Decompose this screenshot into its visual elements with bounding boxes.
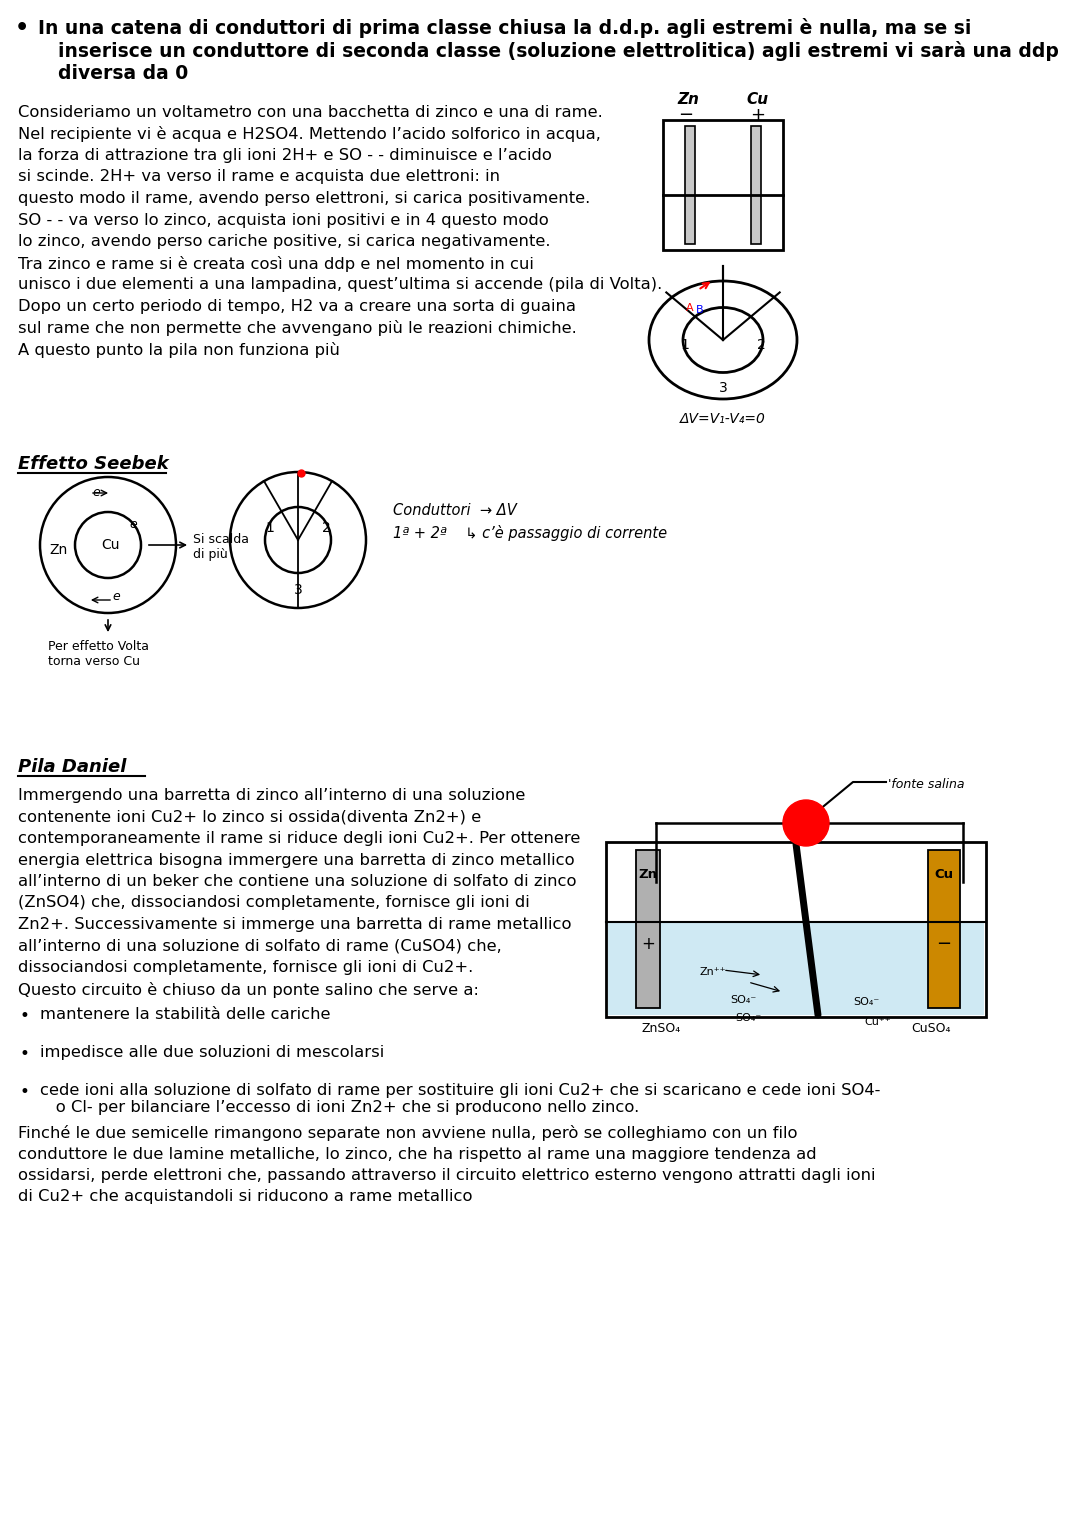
Text: Nel recipiente vi è acqua e H2SO4. Mettendo l’acido solforico in acqua,: Nel recipiente vi è acqua e H2SO4. Mette… — [18, 127, 600, 142]
Text: A: A — [686, 302, 693, 313]
Text: Consideriamo un voltametro con una bacchetta di zinco e una di rame.: Consideriamo un voltametro con una bacch… — [18, 105, 603, 121]
Text: si scinde. 2H+ va verso il rame e acquista due elettroni: in: si scinde. 2H+ va verso il rame e acquis… — [18, 169, 500, 185]
Text: contenente ioni Cu2+ lo zinco si ossida(diventa Zn2+) e: contenente ioni Cu2+ lo zinco si ossida(… — [18, 809, 482, 825]
Text: contemporaneamente il rame si riduce degli ioni Cu2+. Per ottenere: contemporaneamente il rame si riduce deg… — [18, 831, 580, 846]
Bar — [685, 127, 696, 244]
Text: •: • — [21, 1044, 30, 1063]
Text: cede ioni alla soluzione di solfato di rame per sostituire gli ioni Cu2+ che si : cede ioni alla soluzione di solfato di r… — [40, 1083, 880, 1115]
Text: Dopo un certo periodo di tempo, H2 va a creare una sorta di guaina: Dopo un certo periodo di tempo, H2 va a … — [18, 298, 576, 313]
Text: questo modo il rame, avendo perso elettroni, si carica positivamente.: questo modo il rame, avendo perso elettr… — [18, 191, 591, 206]
Text: la forza di attrazione tra gli ioni 2H+ e SO - - diminuisce e l’acido: la forza di attrazione tra gli ioni 2H+ … — [18, 148, 552, 163]
Text: +: + — [751, 105, 766, 124]
Text: inserisce un conduttore di seconda classe (soluzione elettrolitica) agli estremi: inserisce un conduttore di seconda class… — [58, 41, 1058, 61]
Text: ZnSO₄: ZnSO₄ — [642, 1022, 680, 1035]
Text: Tra zinco e rame si è creata così una ddp e nel momento in cui: Tra zinco e rame si è creata così una dd… — [18, 255, 534, 272]
Bar — [608, 922, 984, 1015]
Text: −: − — [936, 935, 951, 953]
Text: 1ª + 2ª    ↳ c’è passaggio di corrente: 1ª + 2ª ↳ c’è passaggio di corrente — [393, 525, 667, 541]
Text: Immergendo una barretta di zinco all’interno di una soluzione: Immergendo una barretta di zinco all’int… — [18, 788, 525, 803]
Text: 1: 1 — [680, 337, 689, 353]
Text: conduttore le due lamine metalliche, lo zinco, che ha rispetto al rame una maggi: conduttore le due lamine metalliche, lo … — [18, 1147, 816, 1162]
Text: Pila Daniel: Pila Daniel — [18, 757, 126, 776]
Text: 3: 3 — [718, 382, 727, 395]
Text: 'fonte salina: 'fonte salina — [888, 777, 964, 791]
Text: 2: 2 — [757, 337, 766, 353]
Text: e: e — [130, 519, 137, 531]
Text: diversa da 0: diversa da 0 — [58, 64, 188, 82]
Bar — [663, 121, 783, 250]
Text: sul rame che non permette che avvengano più le reazioni chimiche.: sul rame che non permette che avvengano … — [18, 321, 577, 336]
Text: 1: 1 — [266, 521, 274, 534]
Text: lo zinco, avendo perso cariche positive, si carica negativamente.: lo zinco, avendo perso cariche positive,… — [18, 234, 551, 249]
Text: CuSO₄: CuSO₄ — [912, 1022, 950, 1035]
Text: −: − — [678, 105, 693, 124]
Text: Finché le due semicelle rimangono separate non avviene nulla, però se colleghiam: Finché le due semicelle rimangono separa… — [18, 1125, 797, 1141]
Text: mantenere la stabilità delle cariche: mantenere la stabilità delle cariche — [40, 1006, 330, 1022]
Text: all’interno di una soluzione di solfato di rame (CuSO4) che,: all’interno di una soluzione di solfato … — [18, 939, 502, 953]
Text: energia elettrica bisogna immergere una barretta di zinco metallico: energia elettrica bisogna immergere una … — [18, 852, 575, 867]
Text: Conduttori  → ΔV: Conduttori → ΔV — [393, 502, 516, 518]
Text: •: • — [21, 1006, 30, 1025]
Text: unisco i due elementi a una lampadina, quest’ultima si accende (pila di Volta).: unisco i due elementi a una lampadina, q… — [18, 276, 662, 292]
Text: Zn2+. Successivamente si immerge una barretta di rame metallico: Zn2+. Successivamente si immerge una bar… — [18, 918, 571, 931]
Text: In una catena di conduttori di prima classe chiusa la d.d.p. agli estremi è null: In una catena di conduttori di prima cla… — [38, 18, 971, 38]
Text: Cu: Cu — [747, 92, 769, 107]
Text: B: B — [697, 305, 704, 315]
Text: (ZnSO4) che, dissociandosi completamente, fornisce gli ioni di: (ZnSO4) che, dissociandosi completamente… — [18, 895, 530, 910]
Text: SO₄⁻: SO₄⁻ — [730, 996, 756, 1005]
Text: 2: 2 — [322, 521, 330, 534]
Text: impedisce alle due soluzioni di mescolarsi: impedisce alle due soluzioni di mescolar… — [40, 1044, 384, 1060]
Text: Zn: Zn — [49, 544, 67, 557]
Text: SO₄⁻: SO₄⁻ — [853, 997, 879, 1006]
Text: •: • — [21, 1083, 30, 1101]
Bar — [751, 127, 761, 244]
Text: Cu⁺⁺: Cu⁺⁺ — [865, 1017, 891, 1028]
Text: di Cu2+ che acquistandoli si riducono a rame metallico: di Cu2+ che acquistandoli si riducono a … — [18, 1190, 473, 1205]
Text: Per effetto Volta
torna verso Cu: Per effetto Volta torna verso Cu — [48, 640, 149, 667]
Text: ossidarsi, perde elettroni che, passando attraverso il circuito elettrico estern: ossidarsi, perde elettroni che, passando… — [18, 1168, 876, 1183]
Text: Si scalda
di più: Si scalda di più — [193, 533, 249, 560]
Text: e: e — [112, 591, 120, 603]
Text: ΔV=V₁-V₄=0: ΔV=V₁-V₄=0 — [680, 412, 766, 426]
Text: e: e — [92, 487, 99, 499]
Text: Zn: Zn — [677, 92, 699, 107]
Bar — [606, 841, 986, 1017]
Text: A questo punto la pila non funziona più: A questo punto la pila non funziona più — [18, 342, 340, 357]
Circle shape — [783, 800, 829, 846]
Bar — [928, 851, 960, 1008]
Text: SO - - va verso lo zinco, acquista ioni positivi e in 4 questo modo: SO - - va verso lo zinco, acquista ioni … — [18, 212, 549, 228]
Text: Zn: Zn — [638, 867, 658, 881]
Text: •: • — [15, 18, 29, 38]
Text: 3: 3 — [294, 583, 302, 597]
Text: Cu: Cu — [100, 538, 119, 551]
Text: Questo circuito è chiuso da un ponte salino che serve a:: Questo circuito è chiuso da un ponte sal… — [18, 982, 478, 997]
Text: Zn⁺⁺: Zn⁺⁺ — [700, 967, 726, 977]
Text: +: + — [642, 935, 654, 953]
Text: dissociandosi completamente, fornisce gli ioni di Cu2+.: dissociandosi completamente, fornisce gl… — [18, 960, 473, 976]
Text: SO₄⁻: SO₄⁻ — [734, 1012, 761, 1023]
Text: Effetto Seebek: Effetto Seebek — [18, 455, 168, 473]
Bar — [636, 851, 660, 1008]
Text: all’interno di un beker che contiene una soluzione di solfato di zinco: all’interno di un beker che contiene una… — [18, 873, 577, 889]
Text: Cu: Cu — [934, 867, 954, 881]
